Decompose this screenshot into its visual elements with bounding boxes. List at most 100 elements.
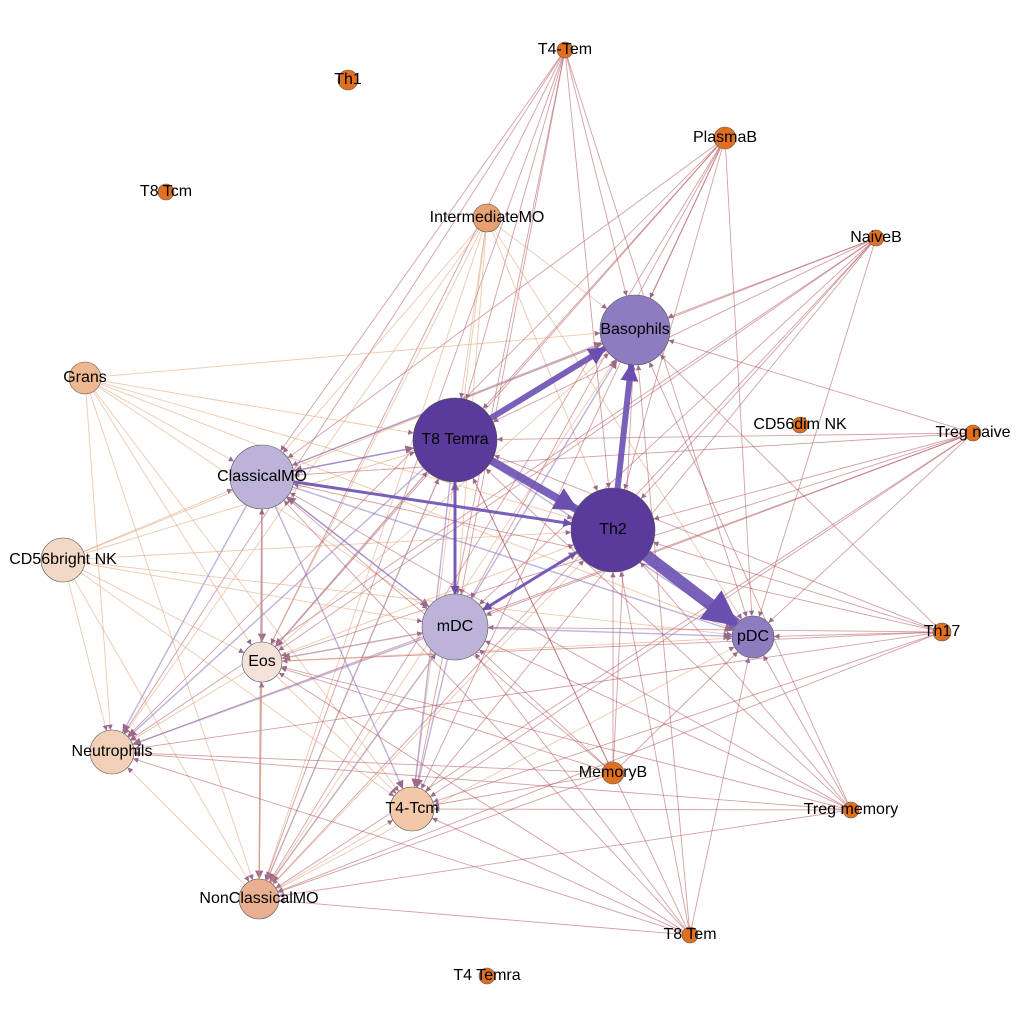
- node-label: Th2: [599, 521, 627, 538]
- node: [842, 801, 860, 819]
- node-label: CD56dim NK: [753, 416, 847, 433]
- edge: [281, 631, 423, 659]
- edge: [725, 148, 755, 617]
- edge: [123, 56, 562, 734]
- edge: [619, 571, 689, 928]
- node: [478, 967, 496, 985]
- node: [601, 761, 625, 785]
- nodes: Th1 T4-Tem PlasmaB T8 Tcm IntermediateMO Naiv…: [9, 41, 1011, 985]
- node-label: Basophils: [600, 321, 669, 338]
- edge: [68, 581, 108, 731]
- node: [421, 593, 489, 661]
- edge: [277, 634, 934, 893]
- edge: [493, 454, 934, 630]
- edge: [80, 572, 395, 797]
- node: [713, 126, 737, 150]
- edge: [73, 578, 250, 882]
- edge: [278, 672, 684, 932]
- edge: [293, 433, 966, 478]
- edge: [293, 480, 573, 527]
- edge: [258, 681, 265, 880]
- edge: [280, 56, 561, 452]
- edge: [84, 529, 572, 560]
- edge: [121, 504, 248, 734]
- node-label: Eos: [248, 653, 276, 670]
- edge: [130, 671, 246, 742]
- node-label: NaiveB: [850, 229, 902, 246]
- node: [229, 444, 295, 510]
- node: [731, 615, 775, 659]
- edge: [84, 561, 733, 637]
- edge: [668, 339, 966, 432]
- edge: [768, 438, 968, 624]
- edge: [266, 478, 439, 881]
- edge: [133, 632, 934, 751]
- node-label: Neutrophils: [72, 743, 153, 760]
- edge: [474, 652, 686, 929]
- edge: [85, 393, 113, 731]
- edge: [640, 243, 871, 500]
- node: [599, 294, 671, 366]
- edge: [566, 57, 628, 297]
- node: [472, 203, 502, 233]
- edge: [278, 242, 870, 652]
- edge: [277, 776, 603, 894]
- edge: [99, 383, 734, 630]
- edge: [762, 655, 848, 804]
- edge: [620, 651, 739, 766]
- edge: [431, 817, 683, 933]
- edge: [497, 226, 608, 310]
- edge: [412, 231, 486, 788]
- node: [241, 641, 283, 683]
- edge: [432, 634, 934, 803]
- node: [412, 397, 498, 483]
- edge: [642, 550, 740, 630]
- edge: [133, 751, 844, 810]
- edge: [691, 657, 751, 928]
- node-label: T4-Tem: [538, 41, 592, 58]
- edge: [269, 147, 720, 883]
- edge: [496, 432, 966, 443]
- node: [337, 69, 359, 91]
- edge: [293, 445, 414, 472]
- node-label: T8 Tem: [663, 926, 716, 943]
- node: [570, 487, 656, 573]
- edge: [258, 508, 265, 880]
- node-label: MemoryB: [579, 764, 647, 781]
- edge: [276, 646, 735, 891]
- edge: [487, 624, 934, 633]
- edge: [478, 243, 871, 605]
- node-label: T8 Tcm: [140, 183, 192, 200]
- node-label: T4-Tcm: [385, 800, 438, 817]
- node-label: Treg naive: [936, 424, 1011, 441]
- edge: [492, 241, 869, 423]
- node: [238, 878, 280, 920]
- edge: [270, 653, 437, 884]
- node-label: Treg memory: [804, 801, 899, 818]
- edge: [282, 228, 479, 454]
- edge: [281, 665, 844, 809]
- edge: [484, 640, 844, 808]
- edge: [93, 391, 252, 646]
- node: [157, 183, 175, 201]
- node: [40, 537, 86, 583]
- node-label: ClassicalMO: [217, 468, 307, 485]
- edge: [132, 435, 966, 746]
- edge: [280, 667, 603, 771]
- edge: [465, 57, 564, 400]
- edge: [264, 231, 483, 881]
- edge: [614, 363, 639, 489]
- node: [68, 361, 102, 395]
- edge: [758, 245, 875, 618]
- node: [89, 729, 135, 775]
- node-label: mDC: [437, 618, 473, 635]
- edge: [127, 767, 246, 886]
- edge: [281, 635, 733, 662]
- edge: [274, 471, 428, 648]
- edge: [276, 819, 394, 890]
- edge: [489, 345, 607, 421]
- edge: [89, 393, 254, 881]
- node: [964, 424, 982, 442]
- edge: [280, 544, 574, 656]
